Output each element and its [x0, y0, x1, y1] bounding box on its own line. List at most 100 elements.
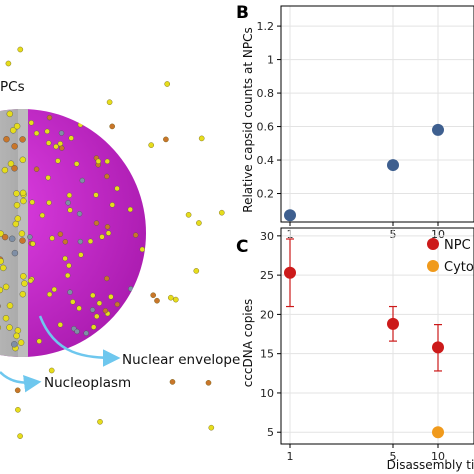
npc-capsid-cluster [0, 264, 7, 272]
capsid-particle [33, 130, 40, 137]
npc-capsid-cluster [11, 341, 18, 348]
y-tick-label: 1.2 [257, 20, 275, 33]
npc-capsid-cluster [19, 237, 26, 244]
npc-capsid-cluster [2, 283, 10, 291]
y-tick-label: 15 [260, 348, 274, 361]
capsid-particle [73, 161, 80, 167]
npc-capsid-cluster [11, 249, 19, 257]
npc-capsid-cluster [13, 332, 20, 340]
capsid-particle [96, 300, 103, 306]
capsid-particle [106, 99, 113, 105]
npc-capsid-cluster [20, 197, 27, 205]
panel-b-grid [281, 6, 474, 222]
capsid-particle [46, 199, 52, 206]
npc-capsid-cluster [19, 156, 26, 164]
npc-capsid-cluster [14, 327, 22, 334]
capsid-particle [49, 235, 55, 241]
capsid-particle [53, 143, 59, 150]
capsid-particle [14, 387, 21, 394]
y-tick-label: 25 [260, 269, 274, 282]
panel-b-y-ticks: 0.2 0.4 0.6 0.8 1 1.2 [257, 20, 281, 201]
data-point [284, 209, 296, 222]
npc-capsid-cluster [12, 220, 20, 228]
label-npcs: PCs [0, 79, 25, 95]
legend-marker [427, 260, 439, 272]
y-tick-label: 0.4 [257, 154, 275, 167]
legend-label: NPC [444, 238, 471, 253]
npc-capsid-cluster [0, 230, 4, 237]
capsid-particle [17, 46, 24, 53]
capsid-particle [163, 136, 169, 143]
npc-capsid-cluster [19, 136, 26, 143]
data-point [284, 266, 296, 279]
npc-capsid-cluster [11, 165, 18, 172]
capsid-particle [64, 272, 71, 279]
npc-capsid-cluster [21, 280, 28, 287]
capsid-particle [65, 200, 71, 206]
npc-capsid-cluster [19, 291, 26, 298]
capsid-particle [5, 60, 12, 67]
npc-capsid-cluster [6, 110, 14, 118]
npc-capsid-cluster [20, 273, 27, 280]
capsid-particle [76, 305, 82, 311]
capsid-particle [99, 234, 105, 240]
panel-letter-c: C [236, 237, 248, 257]
capsid-particle [15, 406, 21, 413]
data-point [432, 341, 444, 354]
capsids-on-nucleus [0, 110, 146, 352]
panel-c-points [284, 238, 444, 439]
x-tick-label: 5 [390, 450, 397, 463]
capsid-particle [114, 185, 120, 192]
data-point [387, 317, 399, 330]
y-tick-label: 0.6 [257, 121, 275, 134]
npc-capsid-cluster [13, 201, 21, 209]
y-tick-label: 5 [267, 426, 274, 439]
capsid-particle [89, 307, 96, 313]
capsid-particle [102, 308, 109, 314]
capsid-particle [46, 114, 53, 121]
capsid-particle [90, 292, 96, 299]
capsid-particle [62, 239, 69, 245]
npc-capsid-cluster [6, 302, 14, 309]
capsid-particle [196, 220, 202, 226]
capsid-particle [132, 232, 139, 238]
capsid-particle [114, 301, 121, 308]
npc-capsid-cluster [2, 315, 10, 322]
npc-capsid-cluster [0, 302, 1, 310]
capsid-particle [104, 275, 110, 282]
panel-c-xlabel: Disassembly time [387, 458, 474, 472]
capsid-particle [57, 322, 63, 328]
capsid-particle [104, 224, 111, 230]
npc-capsid-cluster [13, 190, 20, 197]
y-tick-label: 0.2 [257, 188, 275, 201]
capsid-particle [205, 379, 212, 386]
data-point [387, 159, 399, 172]
capsid-particle [30, 241, 36, 247]
capsid-particle [78, 252, 84, 258]
capsid-particle [208, 424, 215, 431]
capsid-particle [39, 212, 45, 219]
y-tick-label: 10 [260, 387, 274, 400]
capsid-particle [44, 128, 50, 135]
npc-capsid-cluster [9, 127, 17, 134]
npc-capsid-cluster [18, 230, 26, 237]
capsid-particle [17, 433, 23, 439]
capsid-particle [93, 220, 100, 226]
capsid-particle [48, 367, 55, 374]
y-tick-label: 1 [267, 54, 274, 67]
nucleoplasm-arrow [0, 371, 42, 393]
x-tick-label: 10 [431, 450, 445, 463]
data-point [432, 426, 444, 439]
capsid-particle [57, 231, 64, 237]
capsid-particle [28, 120, 34, 126]
panel-c-axes-frame [280, 227, 474, 445]
capsid-particle [128, 286, 134, 292]
capsid-particle [79, 177, 86, 184]
npc-capsid-cluster [6, 324, 13, 331]
capsid-particle [94, 313, 100, 320]
capsid-particle [87, 238, 94, 245]
panel-c-ylabel: cccDNA copies [241, 299, 255, 388]
